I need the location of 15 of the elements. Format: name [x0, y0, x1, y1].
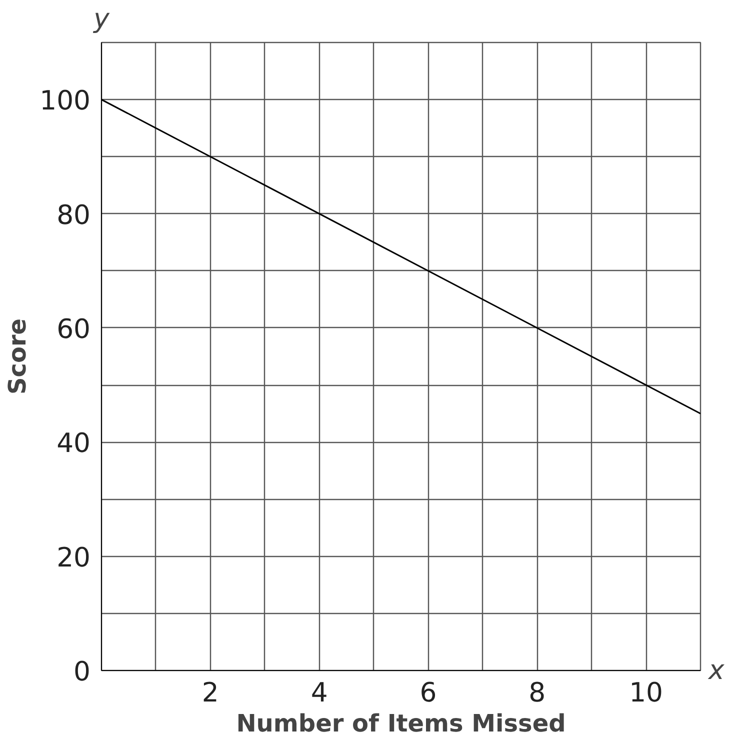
y-axis-title: Score	[4, 318, 32, 395]
y-tick-label: 40	[56, 428, 91, 460]
text: x	[708, 655, 724, 686]
x-tick-label: 6	[420, 678, 437, 708]
y-tick-label: 20	[56, 542, 91, 574]
y-tick-label: 80	[56, 200, 91, 231]
x-tick-label: 4	[310, 678, 328, 708]
x-tick-label: 2	[202, 678, 219, 708]
x-tick-label: 8	[528, 678, 546, 708]
y-tick-label: 0	[74, 656, 91, 688]
x-tick-label: 10	[629, 678, 664, 708]
text: y	[92, 4, 111, 34]
y-tick-label: 60	[56, 314, 91, 345]
x-axis-title: Number of Items Missed	[236, 710, 566, 738]
y-tick-label: 100	[40, 86, 91, 117]
